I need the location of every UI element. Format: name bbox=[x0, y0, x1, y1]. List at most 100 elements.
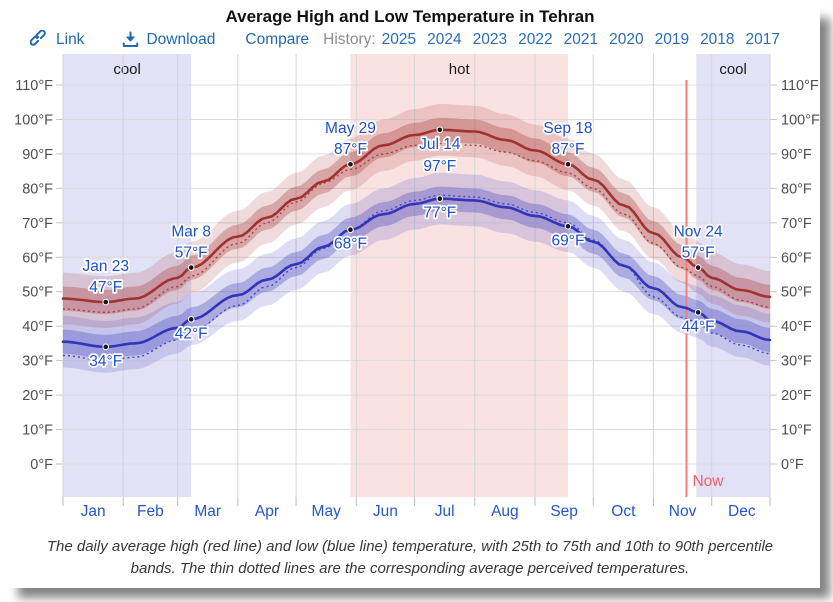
high-inner-band bbox=[63, 117, 770, 315]
annotation-dot-high-jul-14 bbox=[436, 126, 444, 134]
month-label-mar[interactable]: Mar bbox=[194, 503, 221, 520]
annotation-date-jan-23: Jan 23 bbox=[82, 258, 129, 275]
annotation-high-jan-23: 47°F bbox=[89, 279, 122, 296]
annotation-dot-high-may-29 bbox=[347, 160, 354, 168]
annotation-high-sep-18: 87°F bbox=[552, 141, 585, 158]
annotation-date-sep-18: Sep 18 bbox=[543, 120, 592, 137]
season-band-cool-0 bbox=[63, 54, 192, 497]
annotation-dot-low-mar-8 bbox=[187, 315, 195, 323]
month-label-dec[interactable]: Dec bbox=[728, 503, 756, 520]
annotation-dot-low-may-29 bbox=[347, 226, 354, 234]
y-label-right-20: 20°F bbox=[781, 388, 812, 404]
perceived-high-line bbox=[62, 142, 771, 314]
average-low-line bbox=[61, 197, 772, 349]
annotation-dot-high-nov-24 bbox=[694, 264, 702, 271]
season-label-hot-1: hot bbox=[449, 61, 471, 78]
y-label-left-110: 110°F bbox=[15, 78, 53, 94]
season-band-hot-1 bbox=[350, 54, 568, 497]
figure-card: Average High and Low Temperature in Tehr… bbox=[14, 7, 820, 577]
y-label-left-90: 90°F bbox=[22, 147, 53, 163]
annotation-low-jul-14: 77°F bbox=[423, 205, 456, 222]
y-label-right-80: 80°F bbox=[781, 181, 812, 197]
y-label-right-50: 50°F bbox=[781, 285, 812, 301]
month-label-oct[interactable]: Oct bbox=[611, 503, 636, 520]
annotation-dot-low-sep-18 bbox=[564, 222, 572, 230]
annotation-dot-high-sep-18 bbox=[564, 160, 572, 168]
season-label-cool-2: cool bbox=[719, 61, 747, 78]
annotation-low-sep-18: 69°F bbox=[552, 232, 585, 249]
chart-title: Average High and Low Temperature in Tehr… bbox=[225, 7, 595, 26]
month-label-sep[interactable]: Sep bbox=[550, 503, 578, 520]
month-label-jun[interactable]: Jun bbox=[373, 503, 398, 520]
y-label-left-100: 100°F bbox=[14, 112, 53, 128]
history-year-2025[interactable]: 2025 bbox=[381, 30, 417, 48]
history-year-2024[interactable]: 2024 bbox=[427, 30, 462, 48]
low-inner-band bbox=[63, 186, 770, 359]
y-label-left-50: 50°F bbox=[22, 285, 53, 301]
y-label-right-60: 60°F bbox=[781, 250, 812, 266]
month-label-nov[interactable]: Nov bbox=[669, 503, 697, 520]
y-label-left-70: 70°F bbox=[22, 216, 53, 232]
chart-caption: The daily average high (red line) and lo… bbox=[46, 538, 774, 577]
month-label-apr[interactable]: Apr bbox=[255, 503, 279, 520]
download-button[interactable]: Download bbox=[122, 31, 215, 49]
y-label-left-30: 30°F bbox=[22, 354, 53, 370]
low-outer-band bbox=[63, 172, 770, 373]
annotation-high-jul-14: 97°F bbox=[423, 158, 456, 175]
link-icon bbox=[30, 30, 46, 46]
history-label: History: bbox=[323, 30, 376, 48]
y-label-left-20: 20°F bbox=[22, 388, 53, 404]
now-label: Now bbox=[692, 473, 724, 490]
annotation-date-jul-14: Jul 14 bbox=[419, 136, 461, 153]
season-label-cool-0: cool bbox=[113, 61, 141, 78]
month-label-may[interactable]: May bbox=[312, 503, 342, 520]
annotation-low-nov-24: 44°F bbox=[682, 318, 715, 335]
y-label-left-60: 60°F bbox=[22, 250, 53, 266]
y-label-right-110: 110°F bbox=[781, 78, 819, 94]
annotation-low-jan-23: 34°F bbox=[89, 353, 122, 370]
y-label-left-10: 10°F bbox=[22, 423, 53, 439]
history-year-2017[interactable]: 2017 bbox=[745, 30, 781, 48]
annotation-low-mar-8: 42°F bbox=[175, 325, 208, 342]
temperature-chart: cool hot cool 0°F 0°F 10°F 10°F 20°F 20°F 30°F 30°… bbox=[14, 54, 820, 520]
annotation-high-nov-24: 57°F bbox=[682, 245, 715, 262]
y-label-right-0: 0°F bbox=[781, 457, 804, 473]
y-label-left-80: 80°F bbox=[22, 181, 53, 197]
y-label-left-40: 40°F bbox=[22, 319, 53, 335]
y-label-right-40: 40°F bbox=[781, 319, 812, 335]
annotation-dot-low-nov-24 bbox=[694, 309, 702, 316]
history-year-2018[interactable]: 2018 bbox=[700, 30, 735, 48]
y-label-right-70: 70°F bbox=[781, 216, 812, 232]
link-label: Link bbox=[56, 30, 85, 48]
y-label-left-0: 0°F bbox=[30, 457, 53, 473]
history-year-2023[interactable]: 2023 bbox=[472, 30, 508, 48]
annotation-high-may-29: 87°F bbox=[334, 141, 367, 158]
history-year-2021[interactable]: 2021 bbox=[563, 30, 599, 48]
month-label-feb[interactable]: Feb bbox=[137, 503, 164, 520]
compare-button[interactable]: Compare bbox=[245, 30, 310, 48]
link-button[interactable]: Link bbox=[30, 30, 84, 49]
annotation-dot-high-jan-23 bbox=[102, 298, 110, 306]
y-label-right-100: 100°F bbox=[781, 112, 820, 128]
download-label: Download bbox=[146, 30, 216, 48]
toolbar: Link Download Compare History: 2025 2024 2… bbox=[30, 30, 808, 49]
history-years: 2025 2024 2023 2022 2021 2020 2019 2018 2017 bbox=[382, 31, 780, 49]
history-year-2020[interactable]: 2020 bbox=[609, 30, 644, 48]
perceived-low-line bbox=[62, 194, 771, 362]
annotation-dot-low-jan-23 bbox=[102, 343, 110, 351]
month-label-aug[interactable]: Aug bbox=[491, 503, 519, 520]
annotation-low-may-29: 68°F bbox=[334, 236, 367, 253]
annotation-dot-low-jul-14 bbox=[436, 195, 444, 202]
annotation-date-may-29: May 29 bbox=[325, 120, 376, 137]
annotation-date-nov-24: Nov 24 bbox=[674, 224, 723, 241]
month-label-jul[interactable]: Jul bbox=[435, 503, 455, 520]
high-outer-band bbox=[63, 103, 770, 328]
y-label-right-10: 10°F bbox=[781, 423, 812, 439]
average-high-line bbox=[61, 128, 772, 304]
history-year-2019[interactable]: 2019 bbox=[654, 30, 690, 48]
annotation-dot-high-mar-8 bbox=[187, 264, 195, 271]
month-label-jan[interactable]: Jan bbox=[81, 503, 106, 520]
y-label-right-90: 90°F bbox=[781, 147, 812, 163]
history-year-2022[interactable]: 2022 bbox=[518, 30, 553, 48]
annotation-date-mar-8: Mar 8 bbox=[171, 224, 211, 241]
